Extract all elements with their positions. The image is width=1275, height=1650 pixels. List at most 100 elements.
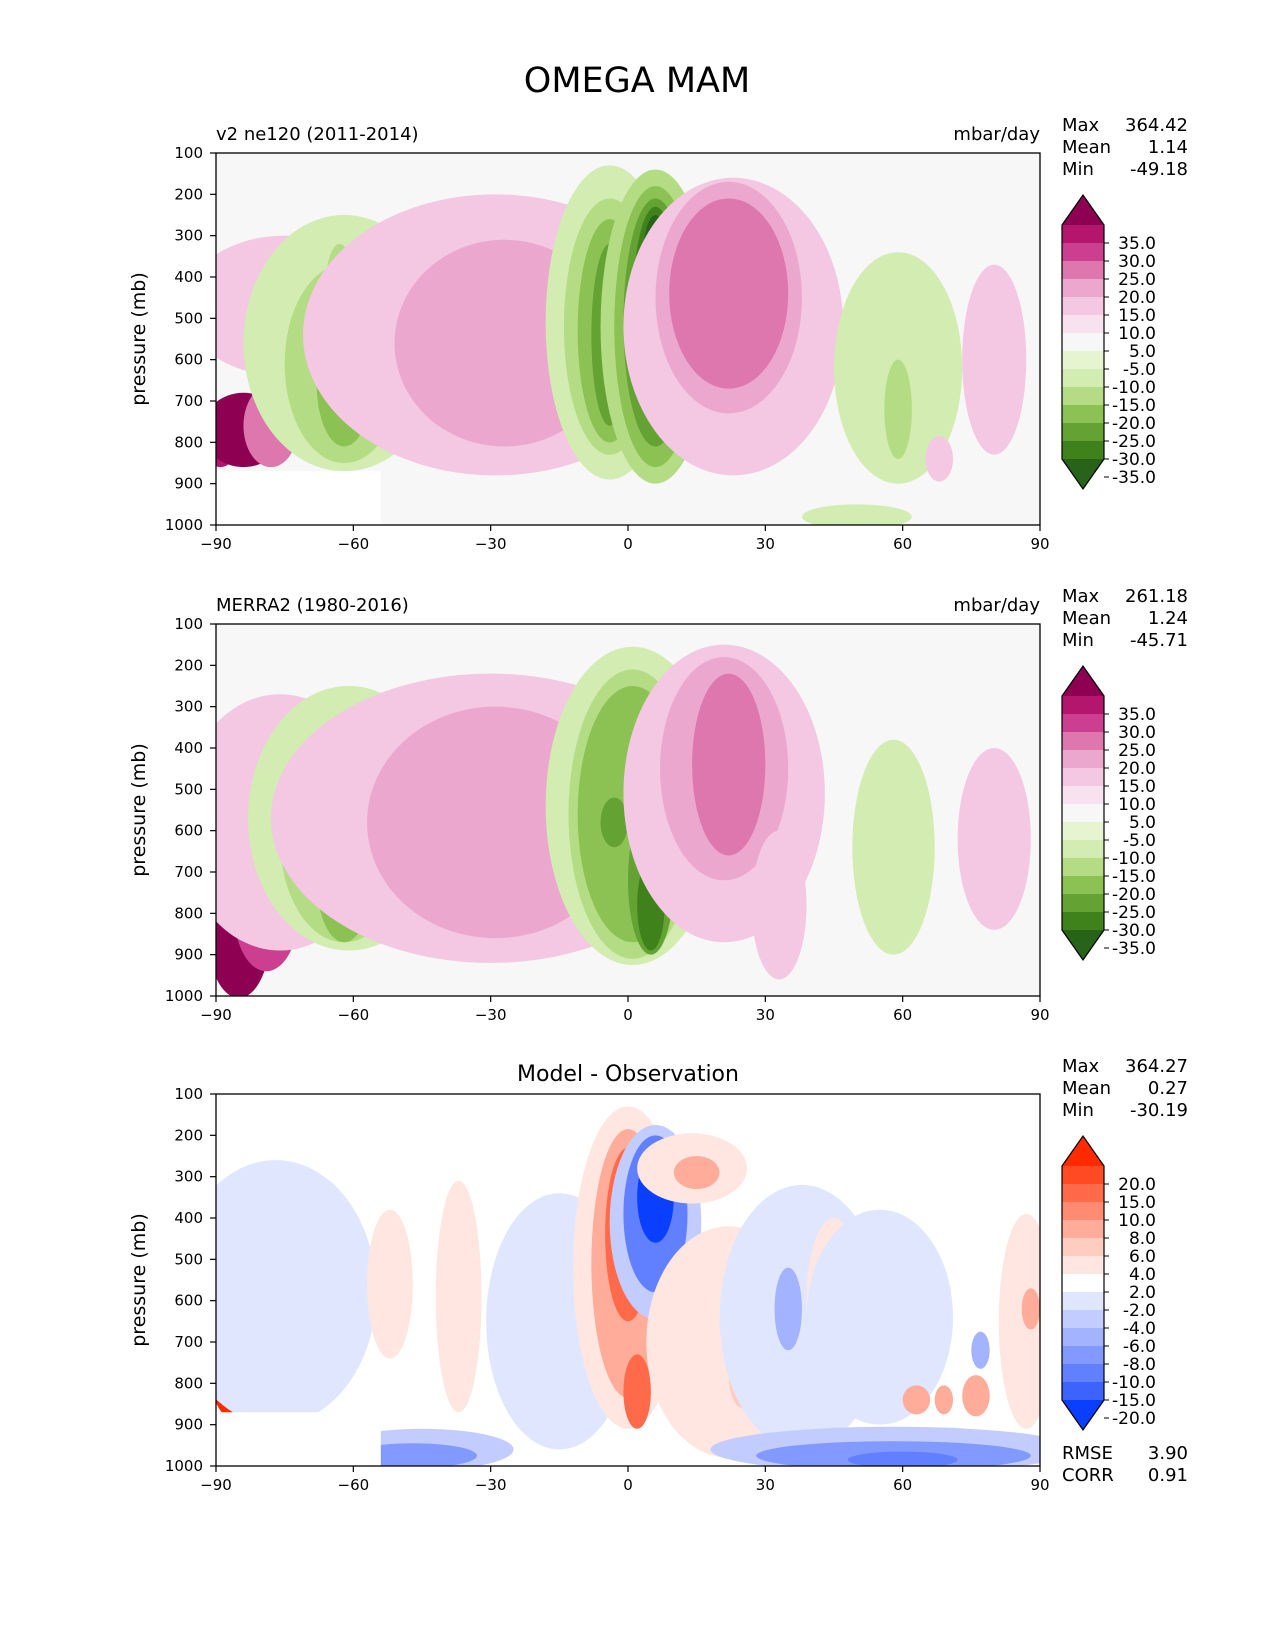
colorbar-label: 2.0 [1129,1283,1156,1303]
colorbar-segment [1062,243,1104,262]
colorbar-label: -5.0 [1123,831,1156,851]
units-label: mbar/day [953,124,1040,145]
y-tick-label: 700 [174,392,203,410]
stat-value: 261.18 [1125,586,1188,607]
y-tick-label: 100 [174,144,203,162]
y-tick-label: 400 [174,1209,203,1227]
stat-label: Min [1062,159,1094,180]
x-tick-label: −90 [200,1476,232,1494]
contour-region-27 [962,264,1027,455]
x-tick-label: −30 [475,535,507,553]
y-tick-label: 100 [174,615,203,633]
y-tick-label: 1000 [165,516,203,534]
y-tick-label: 800 [174,433,203,451]
colorbar: 20.015.010.08.06.04.02.0-2.0-4.0-6.0-8.0… [1061,1134,1156,1432]
colorbar-segment [1062,858,1104,877]
x-tick-label: 60 [893,535,912,553]
metric-label: RMSE [1062,1443,1113,1464]
colorbar-segment [1062,387,1104,406]
stat-label: Max [1062,115,1100,136]
colorbar-segment [1062,786,1104,805]
x-tick-label: −90 [200,1006,232,1024]
stat-label: Max [1062,1056,1100,1077]
contour-region-35 [971,1331,990,1369]
y-tick-label: 900 [174,475,203,493]
colorbar-segment [1062,333,1104,352]
contour-region-33 [934,1385,954,1415]
y-tick-label: 200 [174,1126,203,1144]
x-tick-label: 90 [1030,1476,1049,1494]
contour-region-19 [692,673,766,856]
colorbar-min-triangle [1062,930,1104,960]
colorbar-label: 20.0 [1118,1175,1156,1195]
colorbar-segment [1062,1274,1104,1293]
contour-region-26 [774,1267,802,1351]
figure-title: OMEGA MAM [524,61,750,101]
colorbar-segment [1062,405,1104,424]
colorbar-label: 25.0 [1118,270,1156,290]
colorbar-segment [1062,696,1104,715]
colorbar-label: 10.0 [1118,795,1156,815]
y-tick-label: 400 [174,739,203,757]
y-tick-label: 600 [174,1292,203,1310]
x-tick-label: 0 [623,1006,633,1024]
colorbar-label: -10.0 [1112,1373,1156,1393]
contour-region-25 [884,359,912,459]
colorbar-max-triangle [1062,1136,1104,1166]
stat-value: -45.71 [1130,630,1188,651]
colorbar-label: 35.0 [1118,234,1156,254]
colorbar-label: 15.0 [1118,306,1156,326]
y-tick-label: 900 [174,1416,203,1434]
colorbar-max-triangle [1062,666,1104,696]
stat-label: Min [1062,1100,1094,1121]
contour-region-26 [801,504,912,525]
y-tick-label: 700 [174,1333,203,1351]
y-tick-label: 600 [174,351,203,369]
contour-field [216,165,1027,525]
x-tick-label: −30 [475,1476,507,1494]
contour-region-12 [348,1443,477,1466]
colorbar-segment [1062,1328,1104,1347]
stat-label: Mean [1062,608,1111,629]
colorbar-segment [1062,1202,1104,1221]
contour-region-9 [367,1209,413,1359]
stat-value: 1.24 [1148,608,1188,629]
colorbar-min-triangle [1062,459,1104,489]
y-tick-label: 800 [174,1374,203,1392]
contour-region-28 [806,1209,954,1425]
stat-value: 1.14 [1148,137,1188,158]
contour-field [216,644,1031,996]
stat-value: 364.42 [1125,115,1188,136]
colorbar-label: -2.0 [1123,1301,1156,1321]
colorbar-segment [1062,1220,1104,1239]
colorbar-segment [1062,423,1104,442]
colorbar-label: 8.0 [1129,1229,1156,1249]
colorbar-segment [1062,822,1104,841]
panel-2: −90 −60 −30 0 30 60 90 100 200 300 400 500 600 700 800… [128,586,1188,1024]
x-tick-label: −60 [338,535,370,553]
colorbar: 35.030.025.020.015.010.05.0-5.0-10.0-15.… [1061,193,1156,491]
colorbar-label: 4.0 [1129,1265,1156,1285]
colorbar-segment [1062,768,1104,787]
colorbar-label: -15.0 [1112,396,1156,416]
metric-value: 0.91 [1148,1465,1188,1486]
stat-value: 0.27 [1148,1078,1188,1099]
missing-data-mask [216,471,381,525]
colorbar-label: 10.0 [1118,1211,1156,1231]
colorbar-label: -35.0 [1112,939,1156,959]
colorbar-segment [1062,714,1104,733]
colorbar-label: 35.0 [1118,705,1156,725]
colorbar-segment [1062,840,1104,859]
colorbar-label: -5.0 [1123,360,1156,380]
contour-field [216,1106,1040,1466]
colorbar-segment [1062,1238,1104,1257]
x-tick-label: 0 [623,1476,633,1494]
colorbar-label: -30.0 [1112,450,1156,470]
colorbar-segment [1062,1166,1104,1185]
stat-label: Mean [1062,1078,1111,1099]
contour-region-22 [673,1156,720,1190]
x-tick-label: −90 [200,535,232,553]
contour-region-20 [751,830,807,980]
contour-region-23 [669,198,789,389]
